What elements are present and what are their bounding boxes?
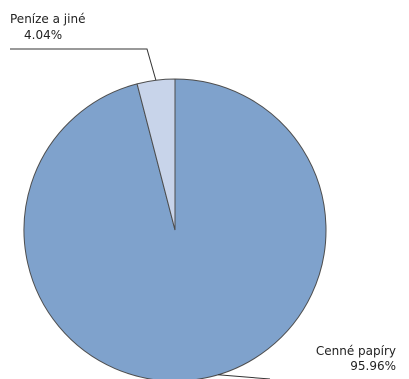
slice-labels: Cenné papíry 95.96% Peníze a jiné 4.04% — [10, 12, 396, 373]
pie-slices — [23, 78, 327, 379]
slice-value-penize-a-jine: 4.04% — [24, 28, 62, 42]
slice-value-cenne-papiry: 95.96% — [350, 359, 396, 373]
pie-slice-1 — [136, 78, 176, 231]
leader-line-penize-a-jine — [10, 48, 157, 81]
leader-lines — [10, 48, 271, 379]
leader-line-cenne-papiry — [217, 374, 271, 379]
slice-label-penize-a-jine: Peníze a jiné — [10, 12, 85, 26]
slice-label-cenne-papiry: Cenné papíry — [316, 344, 396, 358]
